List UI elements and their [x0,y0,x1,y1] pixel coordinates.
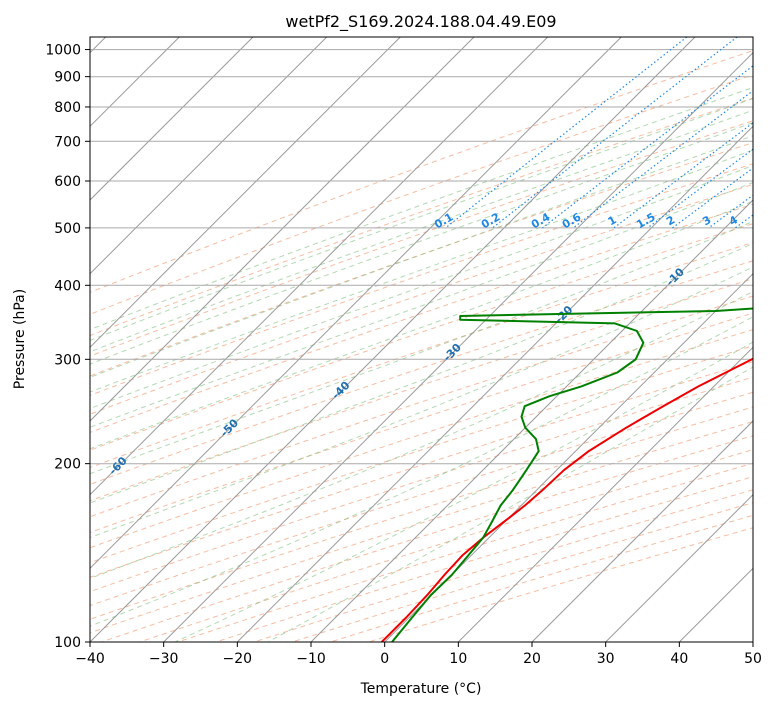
y-tick-label: 100 [54,635,81,651]
isotherm-line [90,37,549,496]
x-tick-label: 10 [449,651,467,667]
mixing-ratio-line [672,167,753,229]
y-tick-label: 800 [54,100,81,116]
x-tick-label: −40 [75,651,105,667]
isotherm-line [90,37,475,422]
dry-adiabat-line [292,502,753,642]
dry-adiabat-line [139,449,753,642]
y-tick-label: 500 [54,221,81,237]
plot-area [90,37,753,642]
x-tick-label: 20 [523,651,541,667]
mixing-ratio-lines [445,37,753,229]
mixing-ratio-line [572,89,753,229]
isotherm-line [90,37,401,349]
dry-adiabat-line [90,345,753,564]
y-tick-label: 400 [54,278,81,294]
profile-series [380,307,753,642]
dry-adiabat-line [90,376,753,593]
isotherm-line [90,37,328,275]
pressure-gridlines [90,49,753,642]
y-tick-label: 300 [54,352,81,368]
x-tick-label: 0 [380,651,389,667]
isotherm-line [384,272,753,642]
x-tick-label: −20 [223,651,253,667]
x-tick-label: 30 [597,651,615,667]
isotherm-line [90,37,254,201]
isotherm-line [90,37,622,570]
dry-adiabat-line [90,278,753,502]
dry-adiabat-line [90,97,753,337]
dry-adiabat-line [90,74,753,315]
isotherm-line [752,641,753,642]
axes: −40 −30 −20 −10 0 10 20 30 40 50 100 200 300 400 500 60… [45,36,762,667]
moist-adiabats [90,86,753,642]
isotherm-line [457,346,753,642]
x-axis-label: Temperature (°C) [360,681,482,697]
isotherm-line [605,493,753,642]
x-tick-label: −30 [149,651,179,667]
moist-adiabat-line [90,200,753,450]
dry-adiabat-line [368,527,753,642]
isotherm-label: -70 [0,492,18,515]
y-axis-label: Pressure (hPa) [12,289,28,389]
y-tick-label: 1000 [45,43,81,59]
chart-title: wetPf2_S169.2024.188.04.49.E09 [285,12,556,32]
plot-background [90,37,753,642]
dry-adiabats [90,50,753,642]
isotherms [90,37,753,642]
isotherm-line [163,51,753,642]
moist-adiabat-line [267,366,753,642]
dry-adiabat-line [90,120,753,357]
isotherm-line [90,37,696,642]
y-tick-label: 900 [54,70,81,86]
x-tick-label: 40 [670,651,688,667]
dry-adiabat-line [90,203,753,433]
moist-adiabat-line [90,98,753,341]
dry-adiabat-line [90,142,753,377]
y-tick-label: 700 [54,134,81,150]
dry-adiabat-line [215,476,753,642]
mixing-ratio-line [542,65,753,229]
dry-adiabat-line [90,420,753,634]
isotherm-line [310,199,753,642]
y-tick-label: 600 [54,174,81,190]
isotherm-line [236,125,753,642]
x-tick-label: −10 [296,651,326,667]
isotherm-line [531,420,753,642]
mixing-ratio-line [492,37,738,229]
moist-adiabat-line [90,316,753,627]
dewpoint-line [391,307,753,642]
plot-frame [89,36,754,643]
moist-adiabat-line [90,220,753,475]
y-tick-label: 200 [54,457,81,473]
moist-adiabat-line [90,181,753,428]
moist-adiabat-line [90,86,753,331]
mixing-ratio-label: 6 [766,213,775,228]
temperature-line [380,357,753,642]
x-tick-label: 50 [744,651,762,667]
dry-adiabat-line [90,223,753,451]
dry-adiabat-line [90,50,753,293]
dry-adiabat-line [90,329,753,549]
moist-adiabat-line [90,149,753,393]
dry-adiabat-line [90,406,753,620]
